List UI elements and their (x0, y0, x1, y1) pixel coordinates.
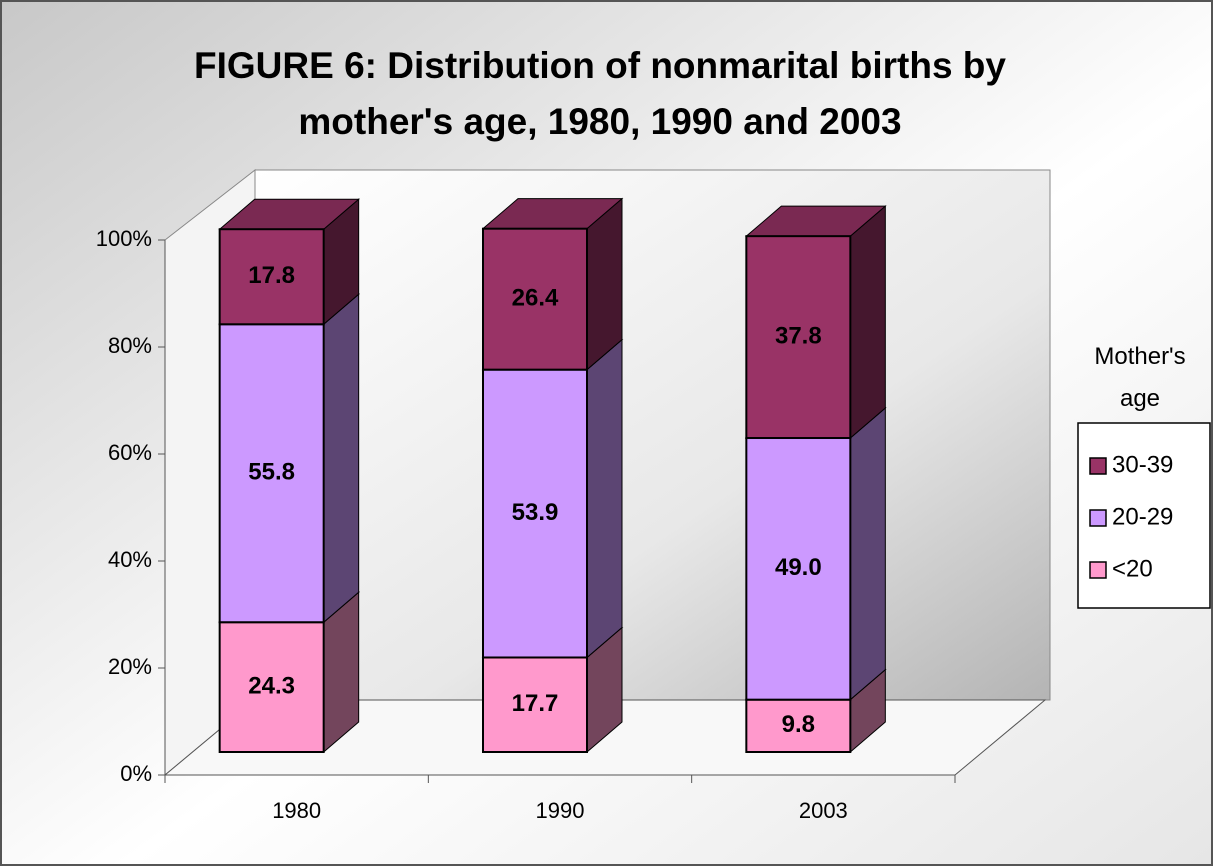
legend-label: 30-39 (1112, 451, 1173, 478)
data-label: 24.3 (248, 672, 295, 699)
bar-side (849, 406, 886, 701)
x-tick-label: 1980 (272, 798, 321, 823)
data-label: 17.8 (248, 262, 295, 289)
data-label: 17.7 (512, 690, 559, 717)
x-tick-label: 2003 (799, 798, 848, 823)
legend-swatch (1089, 561, 1107, 579)
bar-front (482, 656, 588, 753)
bar-front (745, 235, 852, 440)
bar-front (745, 437, 852, 701)
bar-side (323, 293, 360, 624)
data-label: 49.0 (775, 554, 822, 581)
y-tick-label: 100% (96, 226, 152, 251)
y-tick-label: 40% (108, 547, 152, 572)
bar-front (745, 698, 852, 754)
data-label: 55.8 (248, 459, 295, 486)
x-tick-label: 1990 (536, 798, 585, 823)
data-label: 9.8 (782, 711, 815, 738)
bar-segment (218, 198, 361, 326)
bar-side (586, 338, 623, 659)
chart-title: FIGURE 6: Distribution of nonmarital bir… (194, 45, 1006, 142)
legend-swatch (1089, 457, 1107, 475)
y-tick-label: 60% (108, 440, 152, 465)
back-wall (254, 169, 1051, 701)
bar-front (482, 368, 588, 659)
y-tick-label: 0% (120, 761, 152, 786)
bar-segment (744, 205, 887, 440)
bar-side (849, 205, 886, 440)
legend-swatch (1089, 509, 1107, 527)
bar-front (218, 228, 325, 326)
data-label: 53.9 (512, 499, 559, 526)
y-tick-label: 20% (108, 654, 152, 679)
legend-label: <20 (1112, 555, 1153, 582)
y-tick-label: 80% (108, 333, 152, 358)
data-label: 37.8 (775, 322, 822, 349)
legend-label: 20-29 (1112, 503, 1173, 530)
bar-front (218, 621, 325, 753)
data-label: 26.4 (512, 285, 559, 312)
bar-segment (481, 197, 624, 371)
bar-front (482, 227, 588, 371)
legend-title: Mother's age (1094, 343, 1186, 412)
bar-front (218, 323, 325, 624)
